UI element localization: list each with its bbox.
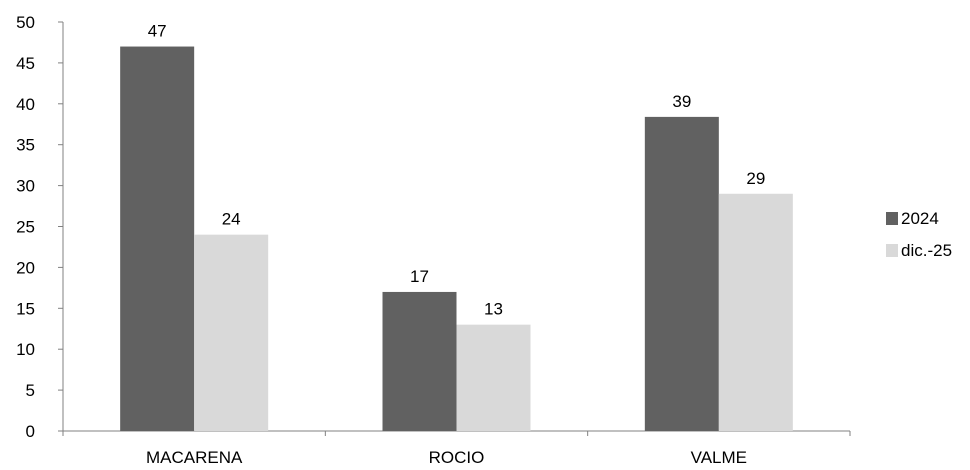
y-tick-label: 10 [16,340,35,359]
bar-2024-VALME [644,116,719,431]
y-tick-label: 0 [26,422,35,441]
x-category-label: MACARENA [146,448,243,467]
bar-2024-MACARENA [120,46,195,431]
data-label: 29 [746,169,765,188]
y-tick-label: 30 [16,177,35,196]
legend: 2024 dic.-25 [886,209,952,260]
data-label: 39 [672,92,691,111]
y-tick-label: 5 [26,381,35,400]
legend-swatch [886,212,898,225]
y-tick-label: 45 [16,54,35,73]
data-label: 47 [148,22,167,41]
y-tick-label: 15 [16,299,35,318]
y-tick-label: 35 [16,136,35,155]
data-label: 13 [484,300,503,319]
bar-dic.-25-VALME [718,193,793,431]
data-label: 24 [222,210,241,229]
y-tick-label: 40 [16,95,35,114]
legend-label: dic.-25 [901,241,952,260]
y-tick-label: 25 [16,218,35,237]
data-labels: 47 24 17 13 39 29 [148,22,766,319]
bar-dic.-25-ROCIO [456,324,531,431]
bars [120,46,793,431]
y-tick-label: 50 [16,13,35,32]
y-tick-label: 20 [16,258,35,277]
x-category-label: VALME [691,448,747,467]
bar-dic.-25-MACARENA [194,234,269,431]
data-label: 17 [410,267,429,286]
y-axis: 0 5 10 15 20 25 30 35 40 45 50 [16,13,64,441]
x-axis: MACARENA ROCIO VALME [62,430,851,467]
legend-swatch [886,244,898,257]
bar-2024-ROCIO [382,291,457,431]
legend-label: 2024 [901,209,939,228]
x-category-label: ROCIO [429,448,485,467]
